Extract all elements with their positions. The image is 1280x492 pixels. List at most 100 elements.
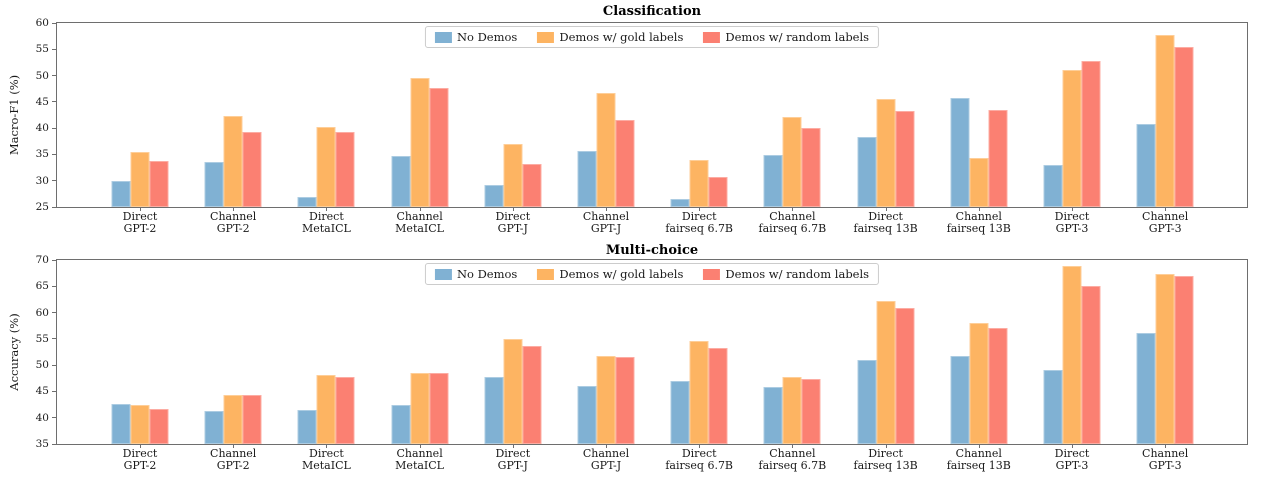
legend-item: Demos w/ random labels (703, 30, 869, 44)
x-tick-label: Direct GPT-J (495, 210, 531, 235)
bar (242, 395, 262, 444)
x-tick-mark (1165, 444, 1167, 448)
bar (670, 199, 690, 207)
bar (149, 160, 169, 207)
bar (1155, 273, 1175, 444)
bar (615, 357, 635, 444)
bar (335, 132, 355, 207)
chart-title: Classification (602, 4, 702, 19)
bar-group (1136, 260, 1194, 444)
x-tick-mark (885, 444, 887, 448)
x-tick-label: Direct GPT-J (495, 447, 531, 472)
x-tick-mark (233, 207, 235, 211)
bar (391, 405, 411, 444)
legend-item: No Demos (434, 30, 518, 44)
bar (670, 380, 690, 444)
legend-label: No Demos (456, 30, 518, 44)
x-tick-label: Channel fairseq 6.7B (758, 447, 827, 472)
bar-group (763, 23, 821, 207)
bar (130, 151, 150, 207)
legend-label: Demos w/ gold labels (559, 30, 684, 44)
bar (895, 110, 915, 207)
bar (801, 127, 821, 207)
x-tick-label: Channel GPT-3 (1142, 210, 1189, 235)
bar (763, 154, 783, 207)
x-tick-label: Direct fairseq 6.7B (665, 210, 734, 235)
y-tick-label: 30 (35, 174, 49, 187)
bar (204, 162, 224, 207)
y-tick-label: 70 (35, 254, 49, 266)
bar (429, 88, 449, 207)
x-tick-mark (978, 207, 980, 211)
bar (596, 356, 616, 444)
x-tick-mark (978, 444, 980, 448)
bar-group (391, 260, 449, 444)
legend-swatch-gold-labels-icon (537, 268, 555, 280)
bar-group (670, 260, 728, 444)
legend-swatch-gold-labels-icon (537, 31, 555, 43)
bar (596, 93, 616, 207)
y-tick-label: 50 (35, 359, 49, 372)
legend-item: Demos w/ gold labels (537, 30, 683, 44)
x-tick-mark (512, 207, 514, 211)
y-tick-label: 55 (35, 43, 49, 56)
x-tick-label: Direct GPT-3 (1054, 210, 1090, 235)
x-tick-mark (326, 207, 328, 211)
bar-group (297, 260, 355, 444)
y-tick-mark (52, 180, 57, 182)
bar (223, 394, 243, 444)
bar (130, 404, 150, 444)
y-tick-mark (52, 127, 57, 129)
bar (577, 386, 597, 444)
x-tick-label: Channel GPT-3 (1142, 447, 1189, 472)
bar-group (111, 260, 169, 444)
bar-group (484, 23, 542, 207)
legend-item: No Demos (434, 267, 517, 281)
x-tick-mark (606, 207, 607, 211)
bar-group (1136, 23, 1194, 207)
bar (503, 338, 523, 444)
y-tick-mark (52, 153, 57, 155)
bar (242, 132, 262, 207)
bar (782, 376, 802, 444)
bar (316, 375, 336, 444)
bar-group (950, 23, 1008, 207)
bar (335, 376, 355, 444)
bar (1043, 370, 1063, 444)
y-tick-mark (52, 417, 57, 419)
bar (708, 177, 728, 207)
x-tick-label: Direct GPT-3 (1054, 447, 1090, 472)
x-tick-mark (792, 444, 794, 448)
bar (391, 156, 411, 207)
x-tick-mark (326, 444, 328, 448)
bar (522, 346, 542, 444)
bar-group (111, 23, 169, 207)
bar (895, 307, 915, 444)
bar (1136, 123, 1156, 207)
bar (297, 197, 317, 207)
bar (1174, 47, 1194, 207)
bar-group (577, 23, 635, 207)
bar (297, 410, 317, 444)
bar (111, 404, 131, 444)
y-tick-mark (52, 259, 57, 261)
legend-swatch-no-demos-icon (434, 31, 452, 43)
bar (410, 372, 430, 444)
bar-group (577, 260, 635, 444)
x-tick-mark (233, 444, 235, 448)
legend-item: Demos w/ gold labels (537, 267, 683, 281)
x-tick-mark (419, 207, 421, 211)
y-tick-label: 35 (35, 148, 49, 161)
x-tick-label: Channel GPT-J (582, 210, 630, 235)
bar-group (857, 260, 915, 444)
plot-area: No Demos Demos w/ gold labels Demos w/ r… (36, 17, 1248, 235)
x-tick-mark (699, 444, 701, 448)
bar (689, 160, 709, 207)
bar (782, 117, 802, 207)
y-tick-label: 60 (35, 306, 49, 319)
y-tick-label: 55 (35, 332, 49, 345)
bar (1155, 34, 1175, 207)
y-tick-mark (52, 443, 57, 445)
bar (503, 144, 523, 207)
